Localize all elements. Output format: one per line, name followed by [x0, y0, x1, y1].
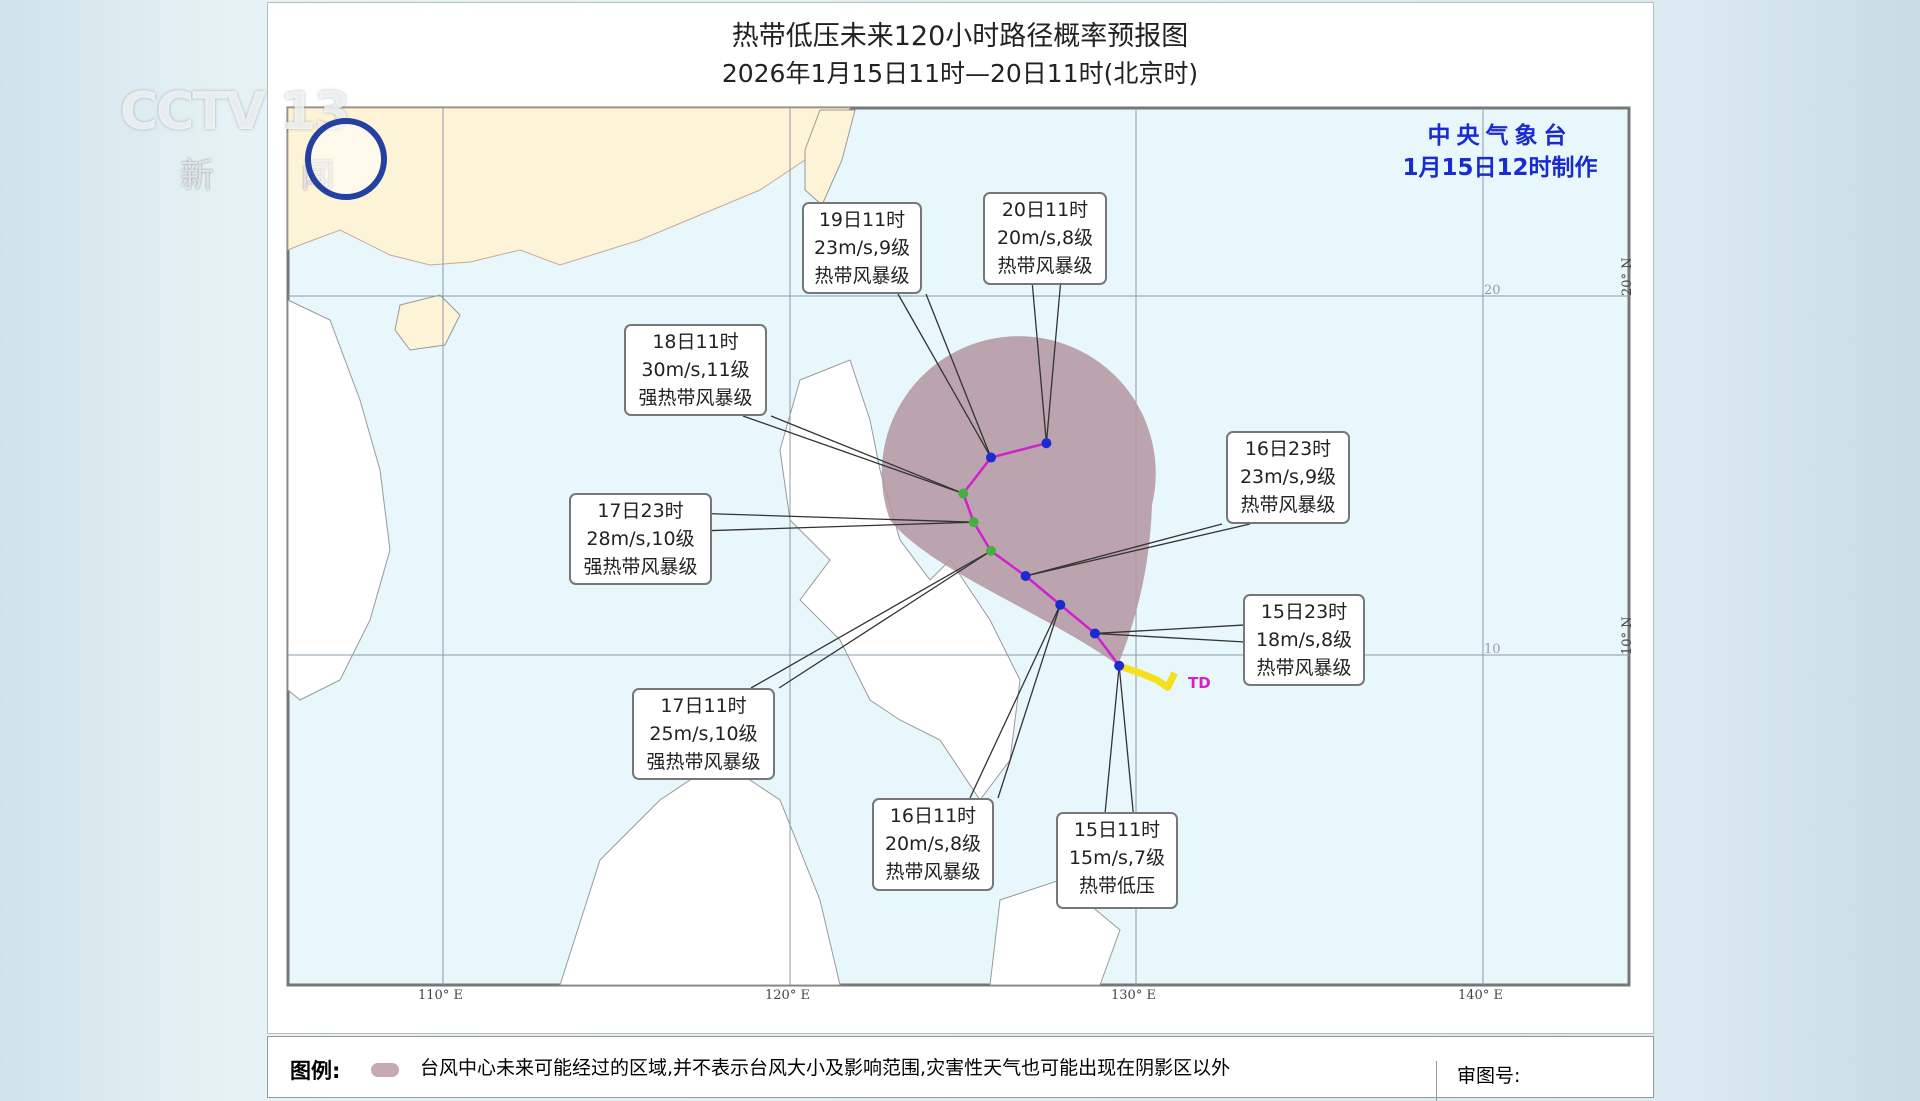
- leader-line: [1118, 665, 1134, 813]
- lon-tick: 130° E: [1111, 988, 1156, 1003]
- issue-time: 1月15日12时制作: [1402, 155, 1598, 181]
- map-title: 热带低压未来120小时路径概率预报图: [731, 21, 1189, 52]
- label-wind: 20m/s,8级: [884, 833, 982, 855]
- forecast-point: [1041, 438, 1052, 449]
- forecast-label: 16日11时 20m/s,8级 热带风暴级: [872, 798, 994, 891]
- cctv-swirl-logo-icon: [305, 118, 387, 200]
- legend: 图例: 台风中心未来可能经过的区域,并不表示台风大小及影响范围,灾害性天气也可能…: [267, 1036, 1654, 1101]
- label-time: 17日11时: [660, 695, 747, 717]
- map-subtitle: 2026年1月15日11时—20日11时(北京时): [721, 59, 1199, 88]
- agency-block: 中央气象台 1月15日12时制作: [1380, 120, 1620, 184]
- label-wind: 28m/s,10级: [586, 528, 695, 550]
- lon-tick: 120° E: [765, 988, 810, 1003]
- land-borneo: [559, 759, 841, 986]
- review-number: 审图号:: [1436, 1061, 1520, 1101]
- label-level: 热带低压: [1078, 875, 1155, 897]
- leader-line: [711, 513, 974, 523]
- lat-tick: 10° N: [1620, 616, 1635, 655]
- leader-line: [997, 604, 1061, 799]
- label-level: 热带风暴级: [1240, 494, 1336, 516]
- agency-name: 中央气象台: [1427, 123, 1573, 149]
- forecast-label: 19日11时 23m/s,9级 热带风暴级: [802, 202, 922, 294]
- forecast-label: 16日23时 23m/s,9级 热带风暴级: [1226, 431, 1350, 524]
- forecast-label: 17日11时 25m/s,10级 强热带风暴级: [632, 688, 775, 780]
- label-time: 18日11时: [652, 331, 739, 353]
- label-wind: 23m/s,9级: [1239, 466, 1337, 488]
- label-wind: 20m/s,8级: [996, 227, 1094, 249]
- leader-line: [750, 550, 992, 689]
- label-level: 强热带风暴级: [583, 556, 698, 578]
- label-level: 热带风暴级: [814, 265, 910, 287]
- forecast-point: [968, 517, 979, 528]
- label-time: 16日11时: [889, 805, 977, 827]
- leader-line: [969, 604, 1061, 799]
- leader-line: [1025, 523, 1251, 577]
- label-wind: 25m/s,10级: [649, 723, 758, 745]
- forecast-label: 20日11时 20m/s,8级 热带风暴级: [983, 192, 1107, 285]
- cctv13-logo: CCTV 13: [120, 82, 351, 142]
- legend-text: 台风中心未来可能经过的区域,并不表示台风大小及影响范围,灾害性天气也可能出现在阴…: [420, 1057, 1231, 1079]
- leader-line: [1104, 665, 1120, 813]
- label-time: 16日23时: [1244, 438, 1332, 460]
- label-time: 15日23时: [1260, 601, 1348, 623]
- forecast-point: [985, 452, 996, 463]
- label-time: 15日11时: [1073, 819, 1161, 841]
- leader-line: [925, 293, 992, 458]
- past-track: [1118, 662, 1178, 691]
- leader-line: [897, 293, 992, 458]
- graticule: [288, 108, 1629, 985]
- label-leader-lines: [711, 284, 1251, 813]
- forecast-point: [1089, 628, 1100, 639]
- forecast-point: [958, 488, 969, 499]
- label-time: 17日23时: [597, 500, 684, 522]
- leader-line: [742, 415, 964, 495]
- leader-line: [1045, 284, 1062, 444]
- label-wind: 23m/s,9级: [813, 237, 911, 259]
- label-time: 20日11时: [1001, 199, 1089, 221]
- forecast-label: 17日23时 28m/s,10级 强热带风暴级: [569, 493, 712, 585]
- forecast-point: [1020, 571, 1031, 582]
- legend-label: 图例:: [290, 1059, 341, 1083]
- forecast-label: 18日11时 30m/s,11级 强热带风暴级: [624, 324, 767, 416]
- leader-line: [1025, 523, 1223, 577]
- leader-line: [711, 521, 974, 532]
- lat-inner-label: 10: [1484, 642, 1501, 657]
- lon-tick: 110° E: [418, 988, 463, 1003]
- land-china: [287, 107, 851, 266]
- forecast-point: [1114, 660, 1125, 671]
- leader-line: [778, 550, 992, 689]
- storm-label: TD: [1188, 674, 1211, 692]
- forecast-point: [985, 545, 996, 556]
- forecast-label: 15日11时 15m/s,7级 热带低压: [1056, 812, 1178, 909]
- leader-line: [1094, 624, 1244, 635]
- label-wind: 30m/s,11级: [641, 359, 750, 381]
- label-level: 热带风暴级: [885, 861, 981, 883]
- leader-line: [1031, 284, 1048, 444]
- label-level: 强热带风暴级: [638, 387, 753, 409]
- lon-tick: 140° E: [1458, 988, 1503, 1003]
- leader-line: [1094, 632, 1244, 643]
- forecast-label: 15日23时 18m/s,8级 热带风暴级: [1243, 594, 1365, 686]
- label-level: 热带风暴级: [1256, 657, 1352, 679]
- land-hainan: [394, 294, 461, 351]
- label-level: 热带风暴级: [997, 255, 1093, 277]
- forecast-point: [1055, 599, 1066, 610]
- label-wind: 18m/s,8级: [1255, 629, 1353, 651]
- label-wind: 15m/s,7级: [1068, 847, 1166, 869]
- land-indochina: [287, 299, 391, 701]
- label-time: 19日11时: [818, 209, 906, 231]
- leader-line: [770, 415, 964, 495]
- lat-inner-label: 20: [1484, 283, 1501, 298]
- lat-tick: 20° N: [1620, 257, 1635, 296]
- label-level: 强热带风暴级: [646, 751, 761, 773]
- probability-cone: [881, 336, 1156, 665]
- cone-swatch-icon: [371, 1063, 399, 1077]
